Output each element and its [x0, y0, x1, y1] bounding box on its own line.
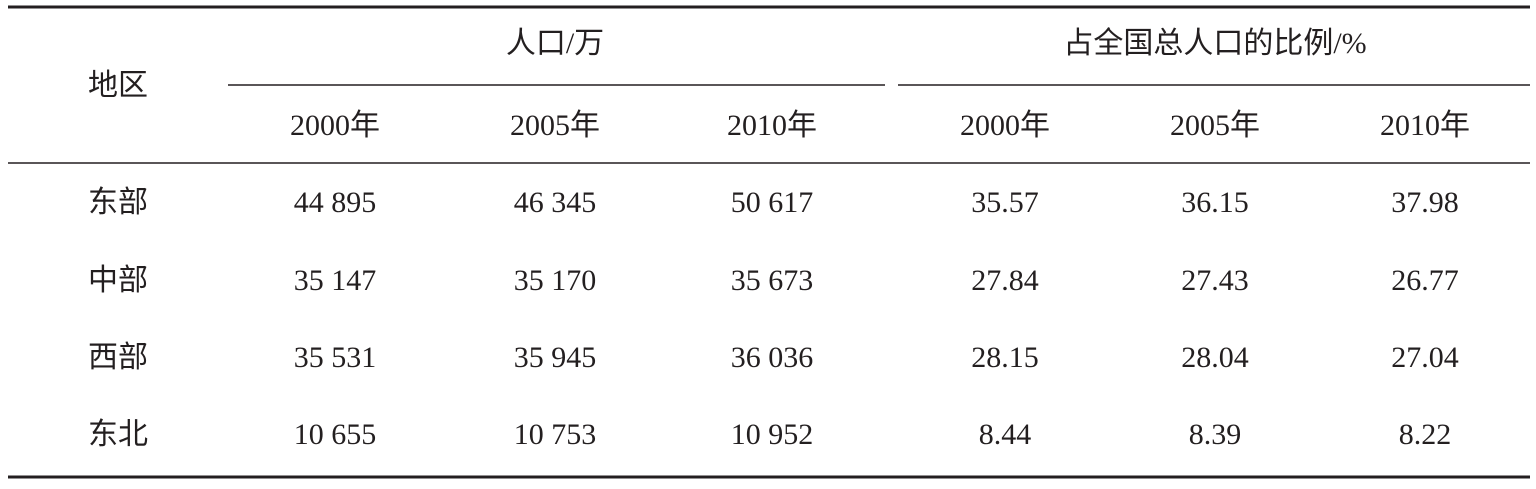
table-cell: 27.43 [1181, 264, 1249, 297]
group-header: 人口/万 [506, 27, 604, 60]
corner-header: 地区 [88, 69, 148, 102]
table-cell: 37.98 [1391, 186, 1459, 219]
column-header: 2010年 [727, 109, 817, 142]
column-header: 2005年 [1170, 109, 1260, 142]
table-cell: 28.15 [971, 341, 1039, 374]
row-header: 东北 [88, 418, 148, 451]
table-cell: 27.84 [971, 264, 1039, 297]
column-header: 2000年 [960, 109, 1050, 142]
table-cell: 35 170 [514, 264, 597, 297]
row-header: 西部 [88, 341, 148, 374]
table-cell: 10 655 [294, 418, 377, 451]
table-cell: 35 945 [514, 341, 597, 374]
table-cell: 10 753 [514, 418, 597, 451]
column-header: 2005年 [510, 109, 600, 142]
table-cell: 28.04 [1181, 341, 1249, 374]
table-cell: 26.77 [1391, 264, 1459, 297]
table-cell: 10 952 [731, 418, 814, 451]
column-header: 2000年 [290, 109, 380, 142]
table-cell: 36 036 [731, 341, 814, 374]
table-cell: 8.39 [1189, 418, 1242, 451]
table-cell: 8.44 [979, 418, 1032, 451]
table-cell: 35 147 [294, 264, 377, 297]
table-cell: 46 345 [514, 186, 597, 219]
table-cell: 35 673 [731, 264, 814, 297]
table-cell: 35.57 [971, 186, 1039, 219]
table-cell: 44 895 [294, 186, 377, 219]
row-header: 中部 [88, 264, 148, 297]
group-header: 占全国总人口的比例/% [1063, 27, 1366, 60]
column-header: 2010年 [1380, 109, 1470, 142]
table-cell: 35 531 [294, 341, 377, 374]
table-cell: 8.22 [1399, 418, 1452, 451]
table-cell: 36.15 [1181, 186, 1249, 219]
row-header: 东部 [88, 186, 148, 219]
table-cell: 27.04 [1391, 341, 1459, 374]
table-cell: 50 617 [731, 186, 814, 219]
